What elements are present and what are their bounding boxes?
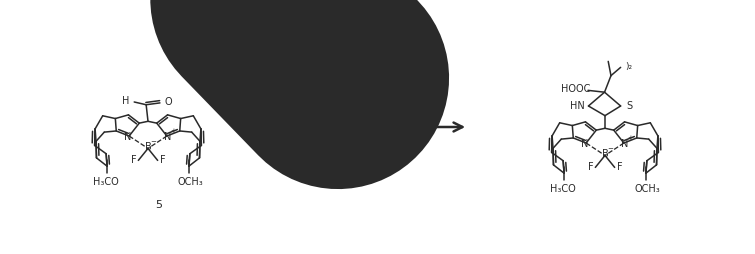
Text: O: O (165, 97, 172, 107)
Text: OCH₃: OCH₃ (177, 177, 203, 187)
Text: H₃CO: H₃CO (93, 177, 119, 187)
Text: H₃CO: H₃CO (550, 184, 575, 194)
Text: COOH: COOH (373, 105, 402, 115)
Text: HOOC: HOOC (561, 84, 590, 94)
Text: N: N (621, 139, 629, 149)
Text: )n: )n (353, 68, 361, 76)
Text: F: F (160, 155, 165, 165)
Text: 5: 5 (155, 200, 162, 210)
Text: B: B (602, 149, 609, 160)
Text: N: N (581, 139, 589, 149)
Text: HS: HS (310, 71, 323, 81)
Text: n= 2 (Hcy): n= 2 (Hcy) (318, 129, 371, 139)
Text: H: H (122, 96, 130, 106)
Text: −: − (150, 139, 156, 146)
Text: N: N (125, 132, 132, 142)
Text: S: S (627, 101, 633, 111)
Text: F: F (587, 162, 593, 172)
Text: HN: HN (571, 101, 585, 111)
Text: +: + (170, 128, 176, 134)
Text: N: N (164, 132, 171, 142)
Text: OCH₃: OCH₃ (635, 184, 661, 194)
Text: F: F (617, 162, 622, 172)
Text: H₂N: H₂N (291, 105, 310, 115)
Text: B: B (145, 142, 151, 152)
Text: )₂: )₂ (626, 62, 633, 71)
Text: −: − (607, 147, 613, 152)
Text: F: F (131, 155, 136, 165)
Text: +: + (627, 135, 633, 141)
